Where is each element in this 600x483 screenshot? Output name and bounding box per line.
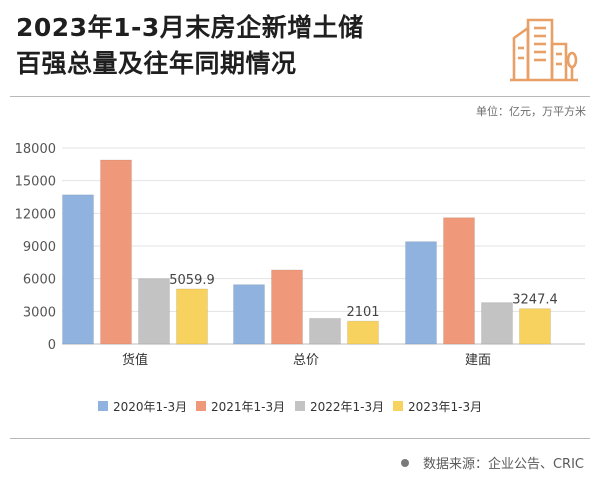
bar xyxy=(347,320,379,345)
legend-swatch xyxy=(295,401,305,411)
bullet-dot-icon xyxy=(400,458,409,467)
unit-label: 单位：亿元，万平方米 xyxy=(476,105,586,118)
y-tick-label: 12000 xyxy=(15,207,56,222)
header-divider xyxy=(10,96,590,97)
city-buildings-icon xyxy=(510,18,578,82)
legend-label: 2022年1-3月 xyxy=(310,400,384,414)
data-label: 3247.4 xyxy=(512,293,558,308)
legend-swatch xyxy=(196,401,206,411)
bar xyxy=(309,317,341,345)
legend-label: 2023年1-3月 xyxy=(408,400,482,414)
legend-swatch xyxy=(98,401,108,411)
chart-title: 2023年1-3月末房企新增土储 百强总量及往年同期情况 xyxy=(16,10,364,82)
x-category-label: 货值 xyxy=(122,352,148,368)
bar xyxy=(443,217,475,345)
legend-label: 2021年1-3月 xyxy=(211,400,285,414)
bar xyxy=(62,194,94,345)
bar xyxy=(519,308,551,345)
y-tick-label: 15000 xyxy=(15,175,56,190)
title-line-2: 百强总量及往年同期情况 xyxy=(16,49,297,78)
y-tick-label: 9000 xyxy=(23,240,56,255)
bar-chart: 0 3000 6000 9000 12000 15000 18000 5059.9 货值 2101… xyxy=(15,142,585,414)
bar xyxy=(138,278,170,345)
bar xyxy=(481,302,513,345)
y-tick-label: 0 xyxy=(48,338,56,353)
source-text: 数据来源：企业公告、CRIC xyxy=(422,457,584,472)
bar xyxy=(271,269,303,345)
bar xyxy=(233,284,265,345)
bar xyxy=(176,288,208,345)
footer-divider xyxy=(10,438,590,439)
data-label: 5059.9 xyxy=(169,273,215,288)
title-line-1: 2023年1-3月末房企新增土储 xyxy=(16,13,364,42)
bar xyxy=(100,159,132,345)
bar xyxy=(405,241,437,345)
source-note: 数据来源：企业公告、CRIC xyxy=(400,453,584,472)
x-category-label: 总价 xyxy=(293,353,319,368)
data-label: 2101 xyxy=(346,305,379,320)
legend-swatch xyxy=(393,401,403,411)
y-tick-label: 3000 xyxy=(23,305,56,320)
x-category-label: 建面 xyxy=(465,353,491,368)
y-tick-label: 18000 xyxy=(15,142,56,157)
legend-label: 2020年1-3月 xyxy=(113,400,187,414)
y-tick-label: 6000 xyxy=(23,273,56,288)
